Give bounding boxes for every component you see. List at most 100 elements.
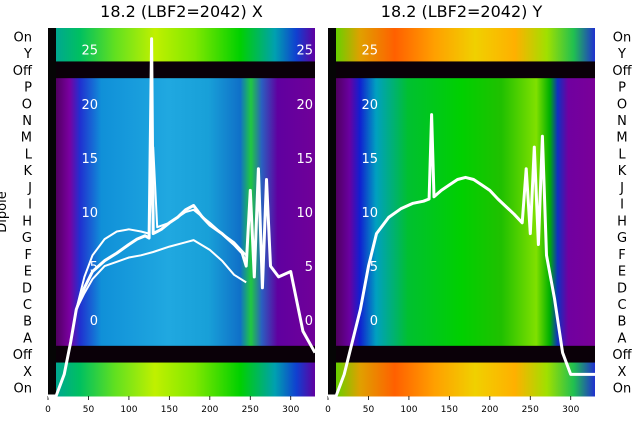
x-tick-label: 0 bbox=[325, 405, 331, 415]
panel-title: 18.2 (LBF2=2042) X bbox=[100, 2, 263, 21]
heatmap-row bbox=[328, 44, 595, 62]
row-label-left: J bbox=[27, 181, 32, 196]
row-label-left: O bbox=[22, 97, 32, 112]
row-label-left: Off bbox=[13, 348, 33, 363]
row-label-left: P bbox=[24, 81, 32, 96]
row-label-left: Off bbox=[13, 64, 33, 79]
heatmap-row bbox=[328, 278, 595, 297]
heatmap-row bbox=[48, 28, 315, 46]
heatmap-row bbox=[48, 362, 315, 380]
heatmap-row bbox=[48, 161, 315, 180]
overlay-tick-label: 15 bbox=[361, 152, 378, 167]
x-tick-label: 150 bbox=[441, 405, 458, 415]
heatmap-row bbox=[48, 329, 315, 347]
x-tick-label: 50 bbox=[363, 405, 375, 415]
heatmap-row bbox=[48, 145, 315, 163]
row-label-right: On bbox=[613, 382, 631, 397]
row-label-left: Y bbox=[23, 47, 32, 62]
heatmap-row bbox=[48, 245, 315, 263]
heatmap-row bbox=[48, 111, 315, 129]
heatmap-row bbox=[328, 145, 595, 163]
row-label-right: X bbox=[618, 365, 627, 380]
row-label-right: G bbox=[617, 231, 627, 246]
x-tick-label: 200 bbox=[201, 405, 218, 415]
overlay-tick-label: 20 bbox=[361, 98, 378, 113]
series-line bbox=[75, 146, 247, 310]
heatmap-row bbox=[328, 312, 595, 330]
x-tick-label: 100 bbox=[120, 405, 137, 415]
overlay-tick-label: 10 bbox=[361, 206, 378, 221]
overlay-right-tick-label: 5 bbox=[305, 260, 313, 275]
row-label-left: On bbox=[14, 30, 32, 45]
heatmap-row bbox=[328, 161, 595, 180]
row-label-left: G bbox=[22, 231, 32, 246]
heatmap-edge-strip bbox=[328, 28, 336, 396]
x-tick-label: 200 bbox=[481, 405, 498, 415]
row-label-right: P bbox=[618, 81, 626, 96]
overlay-right-tick-label: 25 bbox=[296, 44, 313, 59]
heatmap-row bbox=[328, 362, 595, 380]
row-label-right: D bbox=[617, 281, 627, 296]
overlay-right-tick-label: 10 bbox=[296, 206, 313, 221]
heatmap-row bbox=[48, 345, 315, 364]
heatmap-row bbox=[48, 44, 315, 62]
heatmap-row bbox=[328, 78, 595, 96]
row-label-right: M bbox=[616, 131, 627, 146]
heatmap-row bbox=[328, 295, 595, 313]
heatmap-row bbox=[328, 178, 595, 196]
row-label-left: L bbox=[25, 148, 33, 163]
row-label-left: E bbox=[24, 265, 32, 280]
y-axis-label: Dipole bbox=[0, 191, 10, 232]
row-label-left: On bbox=[14, 382, 32, 397]
overlay-tick-label: 0 bbox=[90, 314, 98, 329]
series-line bbox=[328, 113, 595, 398]
heatmap-row bbox=[48, 262, 315, 280]
row-label-right: I bbox=[620, 198, 624, 213]
row-label-left: A bbox=[23, 332, 32, 347]
row-label-left: M bbox=[21, 131, 32, 146]
row-label-left: N bbox=[22, 114, 32, 129]
heatmap-row bbox=[328, 111, 595, 129]
overlay-right-tick-label: 0 bbox=[305, 314, 313, 329]
heatmap-row bbox=[48, 94, 315, 113]
heatmap-row bbox=[328, 28, 595, 46]
heatmap-row bbox=[328, 262, 595, 280]
row-label-right: Off bbox=[612, 64, 632, 79]
x-tick-label: 300 bbox=[562, 405, 579, 415]
row-label-left: F bbox=[25, 248, 32, 263]
heatmap-row bbox=[48, 295, 315, 313]
overlay-tick-label: 20 bbox=[81, 98, 98, 113]
row-label-right: F bbox=[618, 248, 625, 263]
row-label-left: K bbox=[23, 164, 32, 179]
row-label-right: E bbox=[618, 265, 626, 280]
x-tick-label: 250 bbox=[242, 405, 259, 415]
row-label-right: N bbox=[617, 114, 627, 129]
x-tick-label: 300 bbox=[282, 405, 299, 415]
heatmap-row bbox=[48, 61, 315, 79]
heatmap-row bbox=[48, 379, 315, 397]
overlay-tick-label: 5 bbox=[90, 260, 98, 275]
series-line bbox=[75, 239, 247, 310]
overlay-right-tick-label: 20 bbox=[296, 98, 313, 113]
row-label-right: B bbox=[618, 315, 627, 330]
row-label-right: A bbox=[618, 332, 627, 347]
heatmap-row bbox=[328, 61, 595, 79]
heatmap-row bbox=[48, 278, 315, 297]
overlay-tick-label: 15 bbox=[81, 152, 98, 167]
heatmap-row bbox=[328, 94, 595, 113]
overlay-tick-label: 25 bbox=[81, 44, 98, 59]
heatmap-edge-strip bbox=[48, 28, 56, 396]
overlay-tick-label: 25 bbox=[361, 44, 378, 59]
row-label-right: Y bbox=[617, 47, 626, 62]
row-label-left: D bbox=[22, 281, 32, 296]
overlay-tick-label: 5 bbox=[370, 260, 378, 275]
heatmap-row bbox=[328, 245, 595, 263]
heatmap-row bbox=[328, 329, 595, 347]
x-tick-label: 150 bbox=[161, 405, 178, 415]
x-tick-label: 50 bbox=[83, 405, 95, 415]
